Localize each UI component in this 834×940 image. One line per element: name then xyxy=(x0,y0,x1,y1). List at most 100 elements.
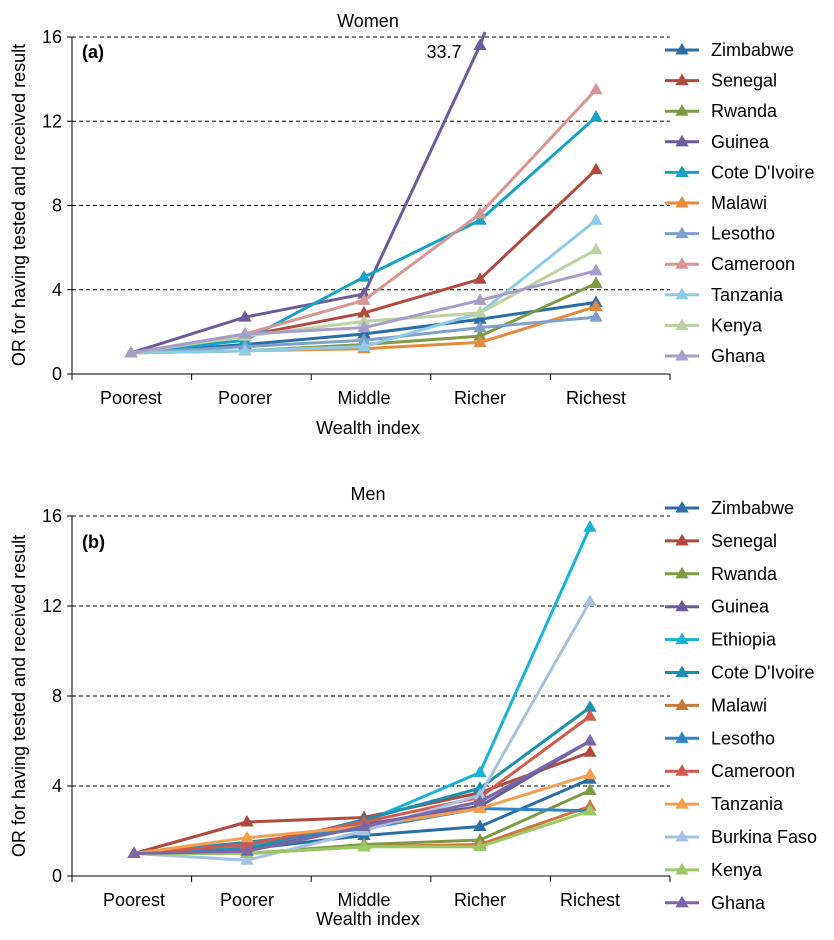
data-point xyxy=(473,329,487,341)
y-tick-label: 12 xyxy=(42,596,62,616)
legend: Zimbabwe Senegal Rwanda Guinea Ethiopia Cote … xyxy=(665,498,817,913)
data-point xyxy=(357,839,371,852)
legend-label: Malawi xyxy=(711,695,767,715)
data-point xyxy=(583,520,597,532)
data-point xyxy=(357,819,371,832)
data-point xyxy=(240,837,254,850)
axes xyxy=(67,515,671,882)
x-tick-label: Richest xyxy=(566,388,626,408)
legend-label: Rwanda xyxy=(711,564,778,584)
series-line xyxy=(130,44,482,355)
legend-swatch-marker xyxy=(675,731,689,743)
x-tick-label: Richest xyxy=(560,890,620,910)
legend-swatch-marker xyxy=(675,196,689,208)
data-point xyxy=(124,345,138,358)
data-point xyxy=(238,310,252,322)
data-point xyxy=(357,326,371,339)
legend-label: Kenya xyxy=(711,315,763,335)
legend-label: Zimbabwe xyxy=(711,40,794,60)
data-point xyxy=(589,162,603,175)
data-point xyxy=(589,276,603,288)
legend-swatch-marker xyxy=(675,318,689,330)
data-point xyxy=(473,206,487,219)
x-tick-label: Poorer xyxy=(218,388,272,408)
x-tick-labels: Poorest Poorer Middle Richer Richest xyxy=(100,388,626,408)
legend-swatch-marker xyxy=(675,797,689,809)
data-point xyxy=(589,242,603,255)
legend-swatch-marker xyxy=(675,104,689,116)
legend-item-kenya: Kenya xyxy=(665,860,763,880)
data-point xyxy=(473,335,487,347)
legend-item-senegal: Senegal xyxy=(665,71,777,91)
data-point xyxy=(583,767,597,780)
data-point xyxy=(583,709,597,721)
x-tick-label: Middle xyxy=(337,388,390,408)
chart-panel-women: Women (a) OR for having tested and recei… xyxy=(9,11,814,438)
legend-item-senegal: Senegal xyxy=(665,531,777,551)
legend-item-lesotho: Lesotho xyxy=(665,224,775,244)
data-point xyxy=(583,700,597,712)
legend-label: Cameroon xyxy=(711,254,795,274)
y-tick-label: 16 xyxy=(42,27,62,47)
series-lines xyxy=(127,520,597,865)
y-tick-labels: 0 4 8 12 16 xyxy=(42,506,62,886)
gridlines xyxy=(72,36,670,291)
data-point xyxy=(473,272,487,284)
y-tick-label: 8 xyxy=(52,196,62,216)
gridlines xyxy=(72,515,670,787)
data-point xyxy=(473,320,487,333)
legend-item-ghana: Ghana xyxy=(665,346,766,366)
annotation-label: 33.7 xyxy=(426,42,461,62)
legend-swatch-marker xyxy=(675,165,689,177)
x-tick-label: Middle xyxy=(337,890,390,910)
legend-item-malawi: Malawi xyxy=(665,695,767,715)
legend-swatch-marker xyxy=(675,501,689,513)
data-point xyxy=(473,765,487,778)
legend-label: Ethiopia xyxy=(711,630,777,650)
y-tick-label: 0 xyxy=(52,364,62,384)
legend-swatch-marker xyxy=(675,533,689,546)
legend-item-rwanda: Rwanda xyxy=(665,101,778,121)
x-tick-label: Poorer xyxy=(220,890,274,910)
data-point xyxy=(583,745,597,757)
x-tick-label: Richer xyxy=(454,890,506,910)
chart-panel-men: Men (b) OR for having tested and receive… xyxy=(9,484,817,929)
legend-swatch-marker xyxy=(675,226,689,239)
legend-swatch-marker xyxy=(675,665,689,678)
x-tick-label: Poorest xyxy=(103,890,165,910)
y-tick-label: 4 xyxy=(52,776,62,796)
legend-item-guinea: Guinea xyxy=(665,132,770,152)
data-point xyxy=(473,305,487,318)
data-point xyxy=(473,293,487,305)
data-point xyxy=(238,343,252,356)
x-tick-label: Poorest xyxy=(100,388,162,408)
legend-item-lesotho: Lesotho xyxy=(665,728,775,748)
legend-item-rwanda: Rwanda xyxy=(665,564,778,584)
legend-swatch-marker xyxy=(675,257,689,269)
data-point xyxy=(238,326,252,339)
data-point xyxy=(473,794,487,807)
data-point xyxy=(589,213,603,225)
legend-label: Lesotho xyxy=(711,224,775,244)
x-tick-labels: Poorest Poorer Middle Richer Richest xyxy=(103,890,620,910)
legend-swatch-marker xyxy=(675,599,689,612)
data-point xyxy=(473,839,487,852)
data-point xyxy=(357,270,371,282)
legend-label: Malawi xyxy=(711,193,767,213)
data-point xyxy=(473,312,487,324)
data-point xyxy=(127,846,141,859)
data-point xyxy=(473,788,487,800)
y-tick-label: 8 xyxy=(52,686,62,706)
legend-swatch-marker xyxy=(675,349,689,361)
data-point xyxy=(589,299,603,312)
data-point xyxy=(357,339,371,352)
legend-label: Guinea xyxy=(711,132,770,152)
legend-item-burkina-faso: Burkina Faso xyxy=(665,827,817,847)
y-tick-label: 12 xyxy=(42,111,62,131)
legend-item-tanzania: Tanzania xyxy=(665,794,784,814)
legend-item-ghana: Ghana xyxy=(665,893,766,913)
legend-swatch-marker xyxy=(675,134,689,147)
panel-label: (a) xyxy=(82,42,104,62)
legend-item-zimbabwe: Zimbabwe xyxy=(665,40,794,60)
